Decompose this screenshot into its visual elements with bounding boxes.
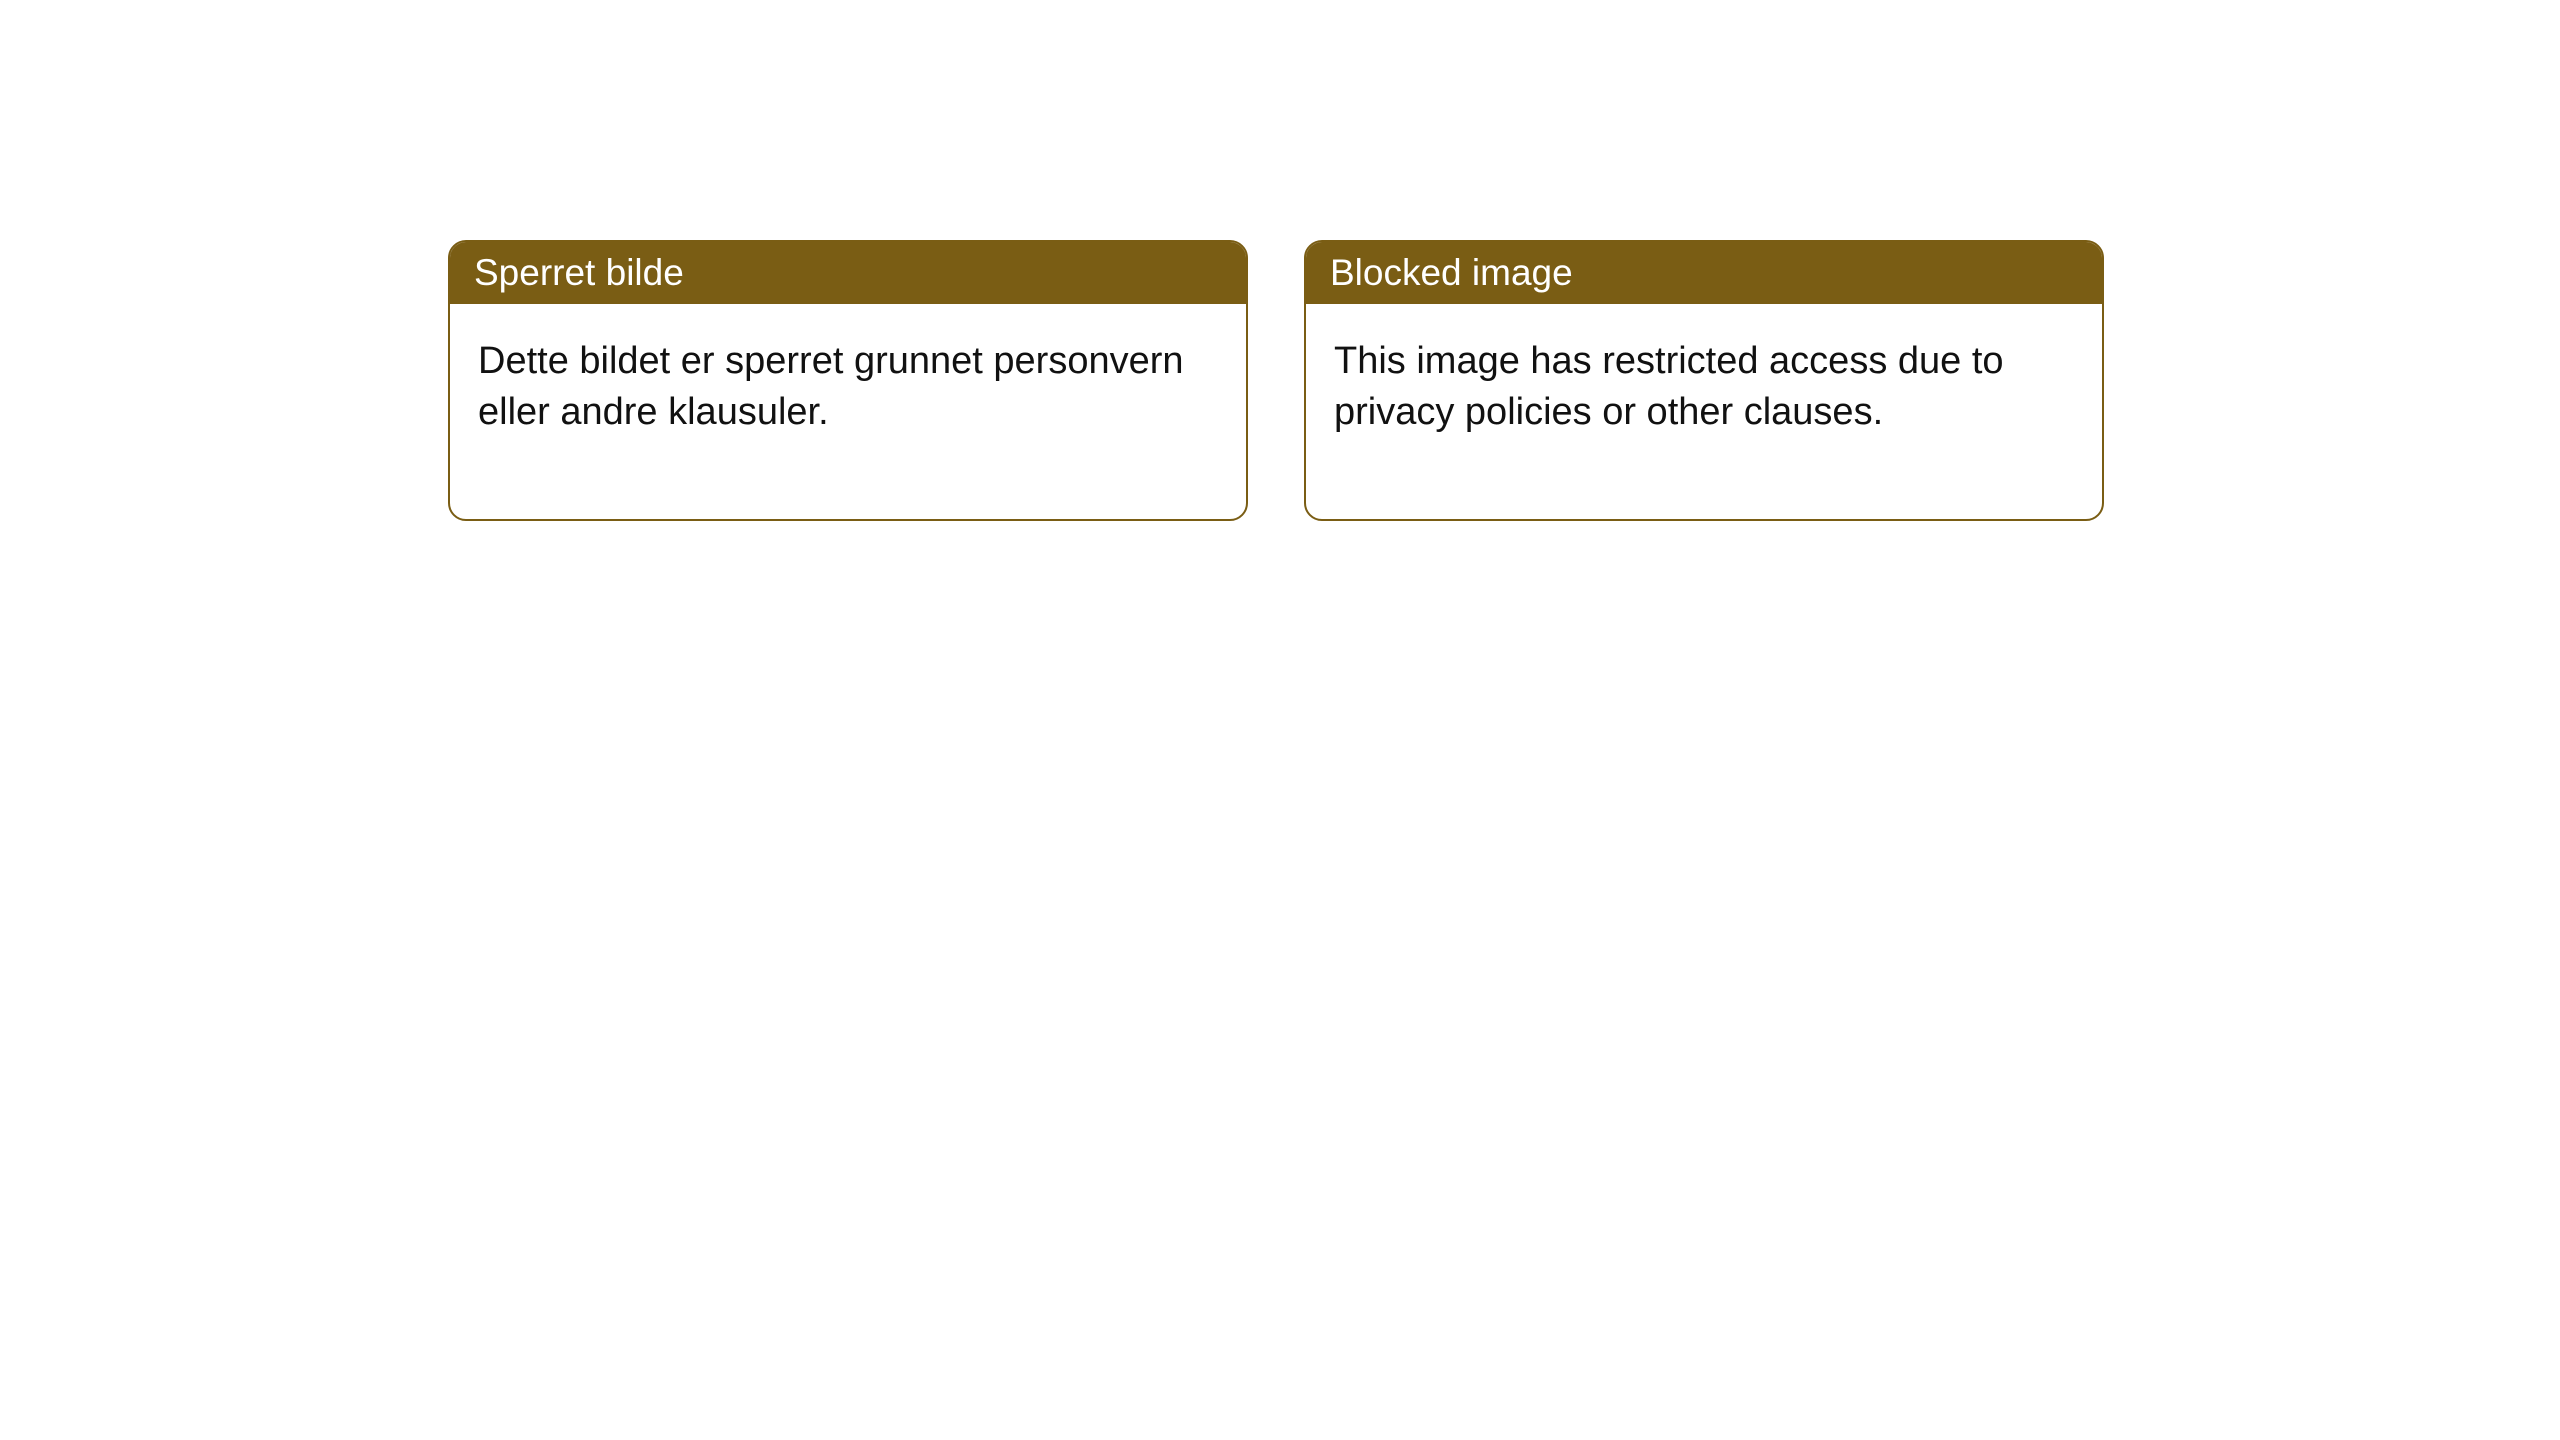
notice-card-no: Sperret bilde Dette bildet er sperret gr… [448, 240, 1248, 521]
notice-cards-container: Sperret bilde Dette bildet er sperret gr… [0, 0, 2560, 521]
notice-card-body: This image has restricted access due to … [1306, 304, 2102, 519]
notice-card-header: Blocked image [1306, 242, 2102, 304]
notice-card-header: Sperret bilde [450, 242, 1246, 304]
notice-card-en: Blocked image This image has restricted … [1304, 240, 2104, 521]
notice-card-body: Dette bildet er sperret grunnet personve… [450, 304, 1246, 519]
